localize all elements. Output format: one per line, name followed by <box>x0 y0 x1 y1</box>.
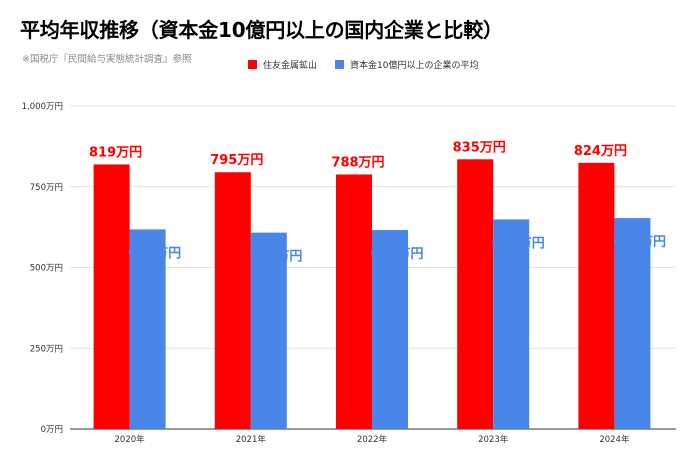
chart-title: 平均年収推移（資本金10億円以上の国内企業と比較） <box>20 18 503 42</box>
y-tick-label: 0万円 <box>41 425 63 435</box>
x-tick-label: 2020年 <box>115 434 146 445</box>
source-note: ※国税庁『民間給与実態統計調査』参照 <box>22 54 192 65</box>
y-tick-label: 750万円 <box>30 183 63 193</box>
legend: 住友金属鉱山 資本金10億円以上の企業の平均 <box>248 58 496 71</box>
data-label-series1: 788万円 <box>331 155 384 170</box>
bar-series1 <box>578 162 615 429</box>
legend-swatch-series2 <box>335 60 345 69</box>
data-label-series2: 618万円 <box>128 246 181 261</box>
bar-series1 <box>457 159 494 430</box>
x-tick-label: 2021年 <box>236 434 267 445</box>
y-tick-label: 500万円 <box>30 264 63 274</box>
legend-item-series1: 住友金属鉱山 <box>248 58 317 71</box>
bar-series1 <box>214 172 251 429</box>
legend-item-series2: 資本金10億円以上の企業の平均 <box>335 58 478 71</box>
data-label-series1: 795万円 <box>210 153 263 168</box>
data-label-series2: 649万円 <box>492 236 545 251</box>
data-label-series2: 653万円 <box>613 235 666 250</box>
legend-label-series2: 資本金10億円以上の企業の平均 <box>350 61 479 71</box>
data-label-series2: 616万円 <box>370 247 423 262</box>
data-label-series1: 819万円 <box>89 145 142 160</box>
legend-label-series1: 住友金属鉱山 <box>263 61 318 71</box>
data-label-series1: 824万円 <box>574 144 627 159</box>
bar-series2 <box>250 232 287 429</box>
x-tick-label: 2022年 <box>357 434 388 445</box>
legend-swatch-series1 <box>248 60 257 69</box>
bar-series1 <box>93 164 130 429</box>
bar-series2 <box>493 219 530 429</box>
x-tick-label: 2024年 <box>599 434 630 445</box>
y-tick-label: 250万円 <box>30 344 63 354</box>
data-label-series2: 608万円 <box>249 250 302 265</box>
bar-series2 <box>372 230 408 429</box>
bar-series1 <box>336 174 372 429</box>
data-label-series1: 835万円 <box>453 140 506 155</box>
x-tick-label: 2023年 <box>478 434 509 445</box>
y-tick-label: 1,000万円 <box>22 102 63 112</box>
bar-series2 <box>614 218 651 429</box>
bar-series2 <box>129 229 166 429</box>
